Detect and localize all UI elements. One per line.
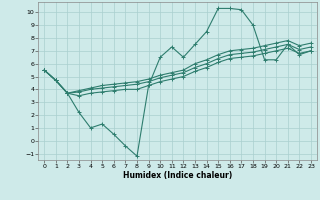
X-axis label: Humidex (Indice chaleur): Humidex (Indice chaleur) (123, 171, 232, 180)
